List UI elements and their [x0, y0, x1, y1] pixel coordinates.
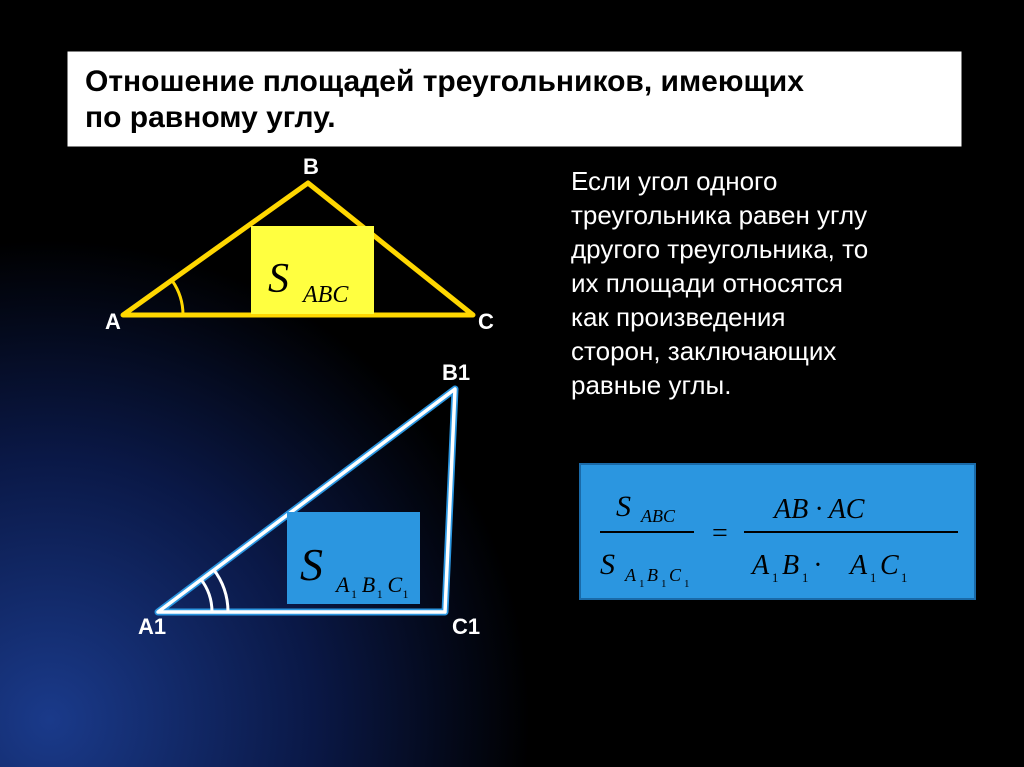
- theorem-line-1: треугольника равен углу: [571, 200, 867, 230]
- theorem-line-2: другого треугольника, то: [571, 234, 868, 264]
- svg-text:1: 1: [772, 571, 778, 585]
- svg-text:1: 1: [901, 571, 907, 585]
- svg-text:1: 1: [661, 578, 667, 590]
- svg-text:C: C: [669, 565, 682, 585]
- theorem-line-4: как произведения: [571, 302, 785, 332]
- svg-text:AB · AC: AB · AC: [772, 494, 865, 525]
- svg-text:C: C: [388, 572, 403, 597]
- slide-svg: Отношение площадей треугольников, имеющи…: [0, 0, 1024, 767]
- svg-text:Отношение площадей треугольник: Отношение площадей треугольников, имеющи…: [85, 65, 804, 98]
- svg-text:B: B: [362, 572, 375, 597]
- svg-text:B: B: [647, 565, 658, 585]
- svg-text:A: A: [750, 550, 770, 581]
- svg-text:A: A: [624, 565, 637, 585]
- svg-text:S: S: [268, 256, 289, 302]
- svg-text:ABC: ABC: [301, 282, 349, 308]
- vertex-label-C1: C1: [452, 614, 480, 639]
- svg-text:1: 1: [684, 578, 690, 590]
- svg-text:ABC: ABC: [640, 506, 676, 526]
- vertex-label-B1: B1: [442, 360, 470, 385]
- svg-text:A: A: [334, 572, 350, 597]
- svg-text:S: S: [600, 548, 615, 581]
- svg-text:S: S: [616, 490, 631, 523]
- vertex-label-A: A: [105, 309, 121, 334]
- svg-text:1: 1: [351, 587, 357, 601]
- svg-text:A: A: [848, 550, 868, 581]
- svg-text:C: C: [880, 550, 899, 581]
- vertex-label-A1: A1: [138, 614, 166, 639]
- svg-text:1: 1: [870, 571, 876, 585]
- svg-text:·: ·: [814, 550, 821, 581]
- theorem-line-6: равные углы.: [571, 370, 731, 400]
- vertex-label-C: C: [478, 309, 494, 334]
- svg-text:1: 1: [802, 571, 808, 585]
- svg-text:1: 1: [639, 578, 645, 590]
- theorem-line-3: их площади относятся: [571, 268, 843, 298]
- svg-text:1: 1: [377, 587, 383, 601]
- vertex-label-B: B: [303, 154, 319, 179]
- svg-text:B: B: [782, 550, 799, 581]
- svg-text:S: S: [300, 539, 323, 590]
- theorem-line-5: сторон, заключающих: [571, 336, 836, 366]
- theorem-line-0: Если угол одного: [571, 166, 777, 196]
- svg-text:1: 1: [402, 587, 408, 601]
- svg-text:=: =: [712, 518, 728, 549]
- svg-text:по равному углу.: по равному углу.: [85, 101, 336, 134]
- slide-stage: Отношение площадей треугольников, имеющи…: [0, 0, 1024, 767]
